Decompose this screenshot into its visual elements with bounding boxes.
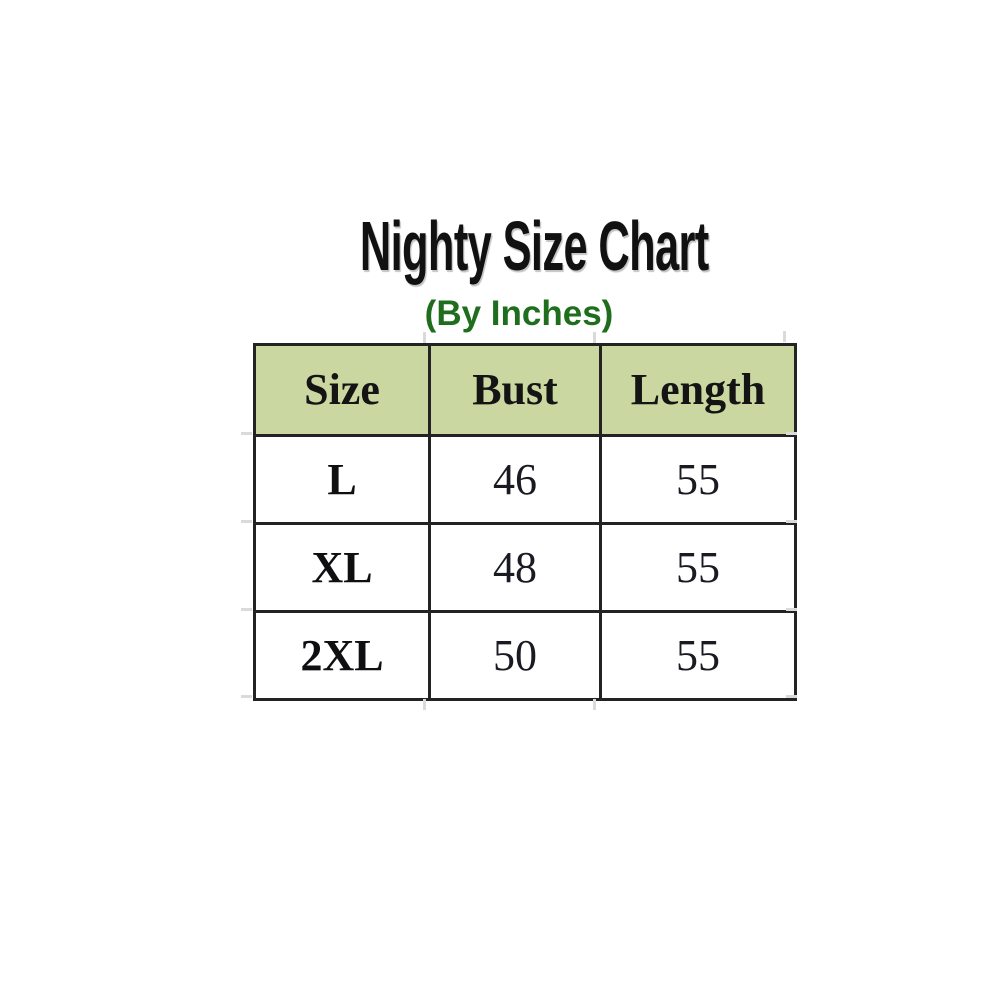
gridline-stub	[786, 432, 797, 435]
header-cell-size: Size	[253, 343, 431, 437]
cell-bust: 46	[428, 434, 602, 525]
gridline-stub	[783, 331, 786, 342]
page-subtitle: (By Inches)	[424, 294, 614, 333]
gridline-stub	[786, 695, 797, 698]
table-row: 2XL 50 55	[253, 610, 797, 701]
page-title: Nighty Size Chart	[253, 206, 785, 287]
table-row: XL 48 55	[253, 522, 797, 613]
gridline-stub	[423, 332, 426, 343]
table-row: L 46 55	[253, 434, 797, 525]
gridline-stub	[593, 332, 596, 343]
cell-size: L	[253, 434, 431, 525]
cell-size: XL	[253, 522, 431, 613]
header-cell-bust: Bust	[428, 343, 602, 437]
cell-length: 55	[599, 434, 797, 525]
gridline-stub	[241, 432, 252, 435]
size-chart-table: Size Bust Length L 46 55 XL 48 55 2XL 50…	[253, 343, 797, 701]
gridline-stub	[241, 695, 252, 698]
table-header-row: Size Bust Length	[253, 343, 797, 437]
gridline-stub	[241, 608, 252, 611]
gridline-stub	[786, 608, 797, 611]
cell-length: 55	[599, 610, 797, 701]
header-cell-length: Length	[599, 343, 797, 437]
gridline-stub	[423, 699, 426, 710]
gridline-stub	[786, 520, 797, 523]
gridline-stub	[593, 699, 596, 710]
cell-bust: 50	[428, 610, 602, 701]
cell-length: 55	[599, 522, 797, 613]
cell-bust: 48	[428, 522, 602, 613]
gridline-stub	[241, 520, 252, 523]
cell-size: 2XL	[253, 610, 431, 701]
page-title-text: Nighty Size Chart	[359, 207, 709, 285]
